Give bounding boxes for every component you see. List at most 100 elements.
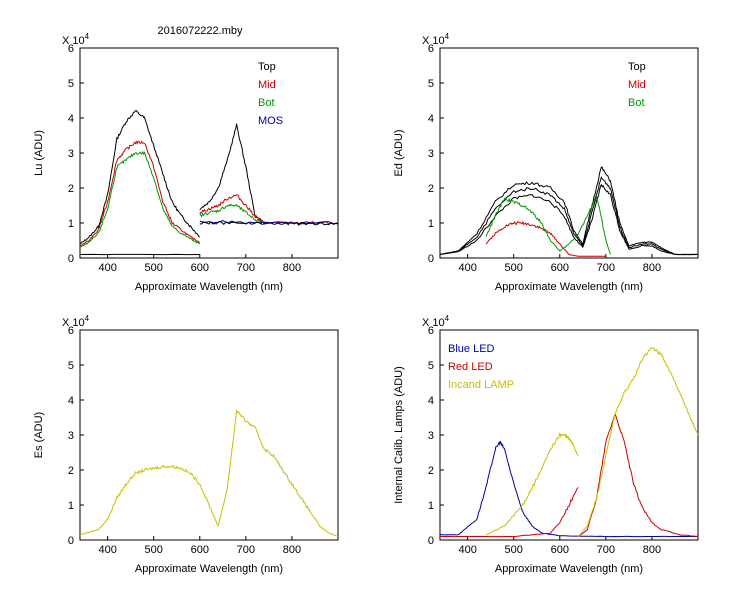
lu-legend-top: Top (258, 61, 276, 73)
ed-xtick-label: 400 (458, 262, 476, 274)
es-multiplier-base: X 10 (62, 317, 85, 329)
lu-xtick-label: 500 (145, 262, 163, 274)
es-ytick-label: 5 (68, 360, 74, 372)
ed-ytick-label: 0 (428, 253, 434, 265)
lamps-legend-incand-lamp: Incand LAMP (448, 379, 514, 391)
ed-xtick-label: 700 (597, 262, 615, 274)
ed-ytick-label: 3 (428, 148, 434, 160)
ed-ytick-label: 1 (428, 218, 434, 230)
ed-ytick-label: 4 (428, 113, 434, 125)
es-xtick-label: 600 (191, 544, 209, 556)
lu-ytick-label: 5 (68, 78, 74, 90)
lu-legend-bot: Bot (258, 97, 275, 109)
es-ytick-label: 2 (68, 465, 74, 477)
lu-xtick-label: 400 (98, 262, 116, 274)
lu-ytick-label: 2 (68, 183, 74, 195)
ed-legend-mid: Mid (628, 79, 646, 91)
ed-ytick-label: 2 (428, 183, 434, 195)
ed-ytick-label: 6 (428, 43, 434, 55)
lamps-series-red-led-line (577, 412, 699, 537)
lamps-xtick-label: 500 (505, 544, 523, 556)
lu-multiplier-label: X 104 (62, 32, 90, 47)
lu-plot-frame (79, 47, 339, 259)
es-plot-frame (79, 329, 339, 541)
lamps-series-red-led-line (439, 487, 579, 538)
lamps-multiplier-exp: 4 (445, 314, 450, 323)
lamps-ytick-label: 3 (428, 430, 434, 442)
ed-series-bot-line (485, 194, 611, 255)
lamps-ytick-label: 2 (428, 465, 434, 477)
lu-series-top-line (199, 123, 265, 224)
es-xtick-label: 800 (283, 544, 301, 556)
es-ytick-label: 6 (68, 325, 74, 337)
es-xtick-label: 500 (145, 544, 163, 556)
lamps-xtick-label: 400 (458, 544, 476, 556)
lamps-ytick-label: 4 (428, 395, 434, 407)
lamps-xtick-label: 700 (597, 544, 615, 556)
es-ytick-label: 0 (68, 535, 74, 547)
lamps-legend-red-led: Red LED (448, 361, 493, 373)
lu-legend-mos: MOS (258, 115, 283, 127)
lu-ytick-label: 3 (68, 148, 74, 160)
lu-multiplier-base: X 10 (62, 35, 85, 47)
lamps-multiplier-base: X 10 (422, 317, 445, 329)
lamps-series-incand-lamp-line (577, 347, 699, 537)
lu-ytick-label: 6 (68, 43, 74, 55)
lu-series-bot-line (79, 150, 201, 248)
lamps-multiplier-label: X 104 (422, 314, 450, 329)
es-series-es-line (217, 408, 339, 537)
ed-series-mid-line (485, 220, 606, 257)
lamps-ytick-label: 5 (428, 360, 434, 372)
lu-multiplier-exp: 4 (85, 32, 90, 41)
ed-x-axis-label: Approximate Wavelength (nm) (495, 281, 643, 293)
ed-multiplier-base: X 10 (422, 35, 445, 47)
lamps-y-axis-label: Internal Calib. Lamps (ADU) (393, 366, 405, 504)
ed-multiplier-exp: 4 (445, 32, 450, 41)
lamps-x-axis-label: Approximate Wavelength (nm) (495, 563, 643, 575)
es-ytick-label: 1 (68, 500, 74, 512)
lu-legend-mid: Mid (258, 79, 276, 91)
lamps-series-blue-led-line (439, 440, 699, 538)
ed-xtick-label: 600 (551, 262, 569, 274)
lu-xtick-label: 800 (283, 262, 301, 274)
ed-ytick-label: 5 (428, 78, 434, 90)
ed-legend-top: Top (628, 61, 646, 73)
ed-xtick-label: 500 (505, 262, 523, 274)
lamps-xtick-label: 800 (643, 544, 661, 556)
lamps-ytick-label: 6 (428, 325, 434, 337)
es-multiplier-exp: 4 (85, 314, 90, 323)
es-ytick-label: 3 (68, 430, 74, 442)
es-xtick-label: 400 (98, 544, 116, 556)
es-series-es-line (79, 464, 219, 536)
lu-x-axis-label: Approximate Wavelength (nm) (135, 281, 283, 293)
es-multiplier-label: X 104 (62, 314, 90, 329)
ed-series-top-line (439, 166, 699, 256)
es-y-axis-label: Es (ADU) (33, 412, 45, 458)
lu-series-bot-line (199, 203, 265, 224)
lu-ytick-label: 0 (68, 253, 74, 265)
ed-legend-bot: Bot (628, 97, 645, 109)
lamps-ytick-label: 1 (428, 500, 434, 512)
ed-y-axis-label: Ed (ADU) (393, 129, 405, 176)
ed-multiplier-label: X 104 (422, 32, 450, 47)
lu-ytick-label: 1 (68, 218, 74, 230)
ed-series-top-line (439, 176, 699, 256)
lamps-ytick-label: 0 (428, 535, 434, 547)
es-x-axis-label: Approximate Wavelength (nm) (135, 563, 283, 575)
lu-y-axis-label: Lu (ADU) (33, 130, 45, 176)
lamps-xtick-label: 600 (551, 544, 569, 556)
lu-series-dark-line (199, 221, 339, 226)
lu-ytick-label: 4 (68, 113, 74, 125)
es-ytick-label: 4 (68, 395, 74, 407)
lu-series-mid-line (79, 140, 200, 247)
lamps-series-incand-lamp-line (485, 431, 579, 536)
lu-series-top-line (79, 109, 200, 245)
figure-title: 2016072222.mby (157, 25, 243, 37)
lu-xtick-label: 600 (191, 262, 209, 274)
ed-xtick-label: 800 (643, 262, 661, 274)
lu-xtick-label: 700 (237, 262, 255, 274)
